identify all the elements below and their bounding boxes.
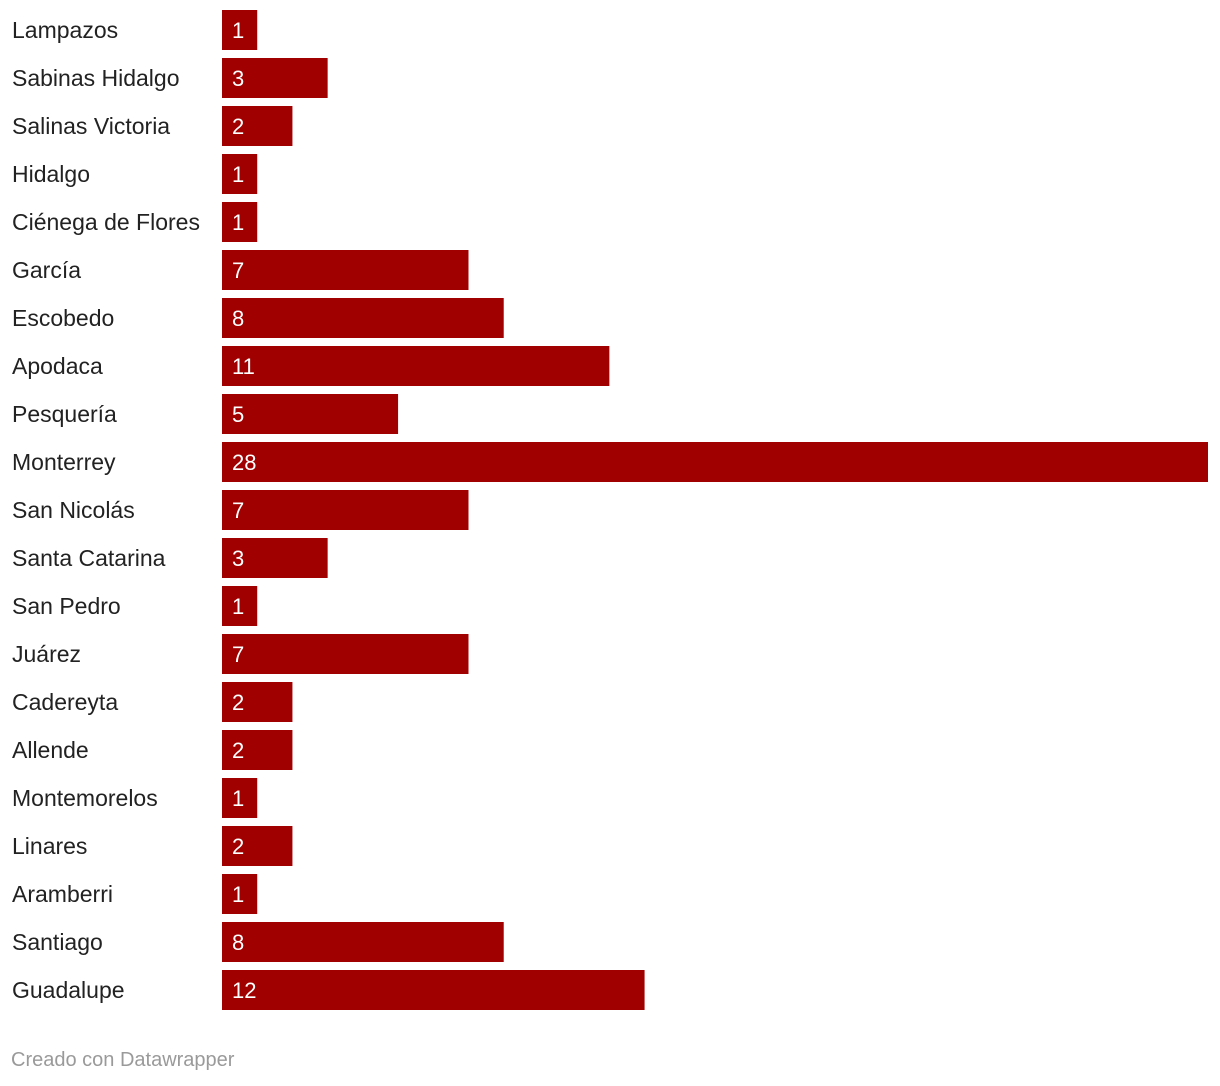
bar — [222, 682, 293, 722]
bar-row: Aramberri 1 — [12, 874, 258, 914]
bar-row: Lampazos 1 — [12, 10, 258, 50]
bar — [222, 106, 293, 146]
category-label: San Nicolás — [12, 497, 135, 523]
bar — [222, 346, 610, 386]
footer-credit: Creado con Datawrapper — [11, 1049, 235, 1071]
category-label: Ciénega de Flores — [12, 209, 200, 235]
bar — [222, 250, 469, 290]
bar — [222, 778, 258, 818]
category-label: Linares — [12, 833, 87, 859]
category-label: Guadalupe — [12, 977, 125, 1003]
category-label: San Pedro — [12, 593, 121, 619]
value-label: 1 — [232, 162, 244, 187]
category-label: Apodaca — [12, 353, 103, 379]
bar — [222, 394, 399, 434]
bar — [222, 490, 469, 530]
category-label: Lampazos — [12, 17, 118, 43]
category-label: Cadereyta — [12, 689, 118, 715]
bar — [222, 970, 645, 1010]
value-label: 1 — [232, 594, 244, 619]
category-label: Montemorelos — [12, 785, 158, 811]
bar-row: Allende 2 — [12, 730, 293, 770]
bar-row: Santiago 8 — [12, 922, 504, 962]
bar-row: Salinas Victoria 2 — [12, 106, 293, 146]
category-label: Sabinas Hidalgo — [12, 65, 180, 91]
bar-row: Guadalupe 12 — [12, 970, 645, 1010]
value-label: 1 — [232, 786, 244, 811]
bar-row: Escobedo 8 — [12, 298, 504, 338]
bar — [222, 442, 1208, 482]
bar-row: Pesquería 5 — [12, 394, 399, 434]
value-label: 11 — [232, 354, 255, 379]
value-label: 7 — [232, 642, 244, 667]
bar-row: Ciénega de Flores 1 — [12, 202, 258, 242]
value-label: 1 — [232, 882, 244, 907]
bar — [222, 58, 328, 98]
value-label: 2 — [232, 114, 244, 139]
bar-row: García 7 — [12, 250, 469, 290]
category-label: Hidalgo — [12, 161, 90, 187]
category-label: Monterrey — [12, 449, 116, 475]
value-label: 2 — [232, 834, 244, 859]
value-label: 1 — [232, 210, 244, 235]
bar — [222, 202, 258, 242]
value-label: 28 — [232, 450, 256, 475]
value-label: 8 — [232, 306, 244, 331]
bar-row: Sabinas Hidalgo 3 — [12, 58, 328, 98]
bar-row: Linares 2 — [12, 826, 293, 866]
bar — [222, 922, 504, 962]
value-label: 1 — [232, 18, 244, 43]
category-label: Salinas Victoria — [12, 113, 170, 139]
category-label: Santiago — [12, 929, 103, 955]
bar-row: Cadereyta 2 — [12, 682, 293, 722]
bar-row: Monterrey 28 — [12, 442, 1208, 482]
value-label: 7 — [232, 498, 244, 523]
value-label: 8 — [232, 930, 244, 955]
bar-row: San Pedro 1 — [12, 586, 258, 626]
category-label: Santa Catarina — [12, 545, 166, 571]
bar-row: San Nicolás 7 — [12, 490, 469, 530]
bar — [222, 538, 328, 578]
bar-row: Hidalgo 1 — [12, 154, 258, 194]
value-label: 2 — [232, 690, 244, 715]
value-label: 12 — [232, 978, 256, 1003]
bar — [222, 154, 258, 194]
category-label: García — [12, 257, 81, 283]
value-label: 3 — [232, 66, 244, 91]
bar — [222, 634, 469, 674]
bar — [222, 298, 504, 338]
value-label: 5 — [232, 402, 244, 427]
category-label: Aramberri — [12, 881, 113, 907]
bar — [222, 826, 293, 866]
bar-row: Juárez 7 — [12, 634, 469, 674]
bar-row: Apodaca 11 — [12, 346, 610, 386]
bar-chart: Lampazos 1 Sabinas Hidalgo 3 Salinas Victori… — [12, 10, 1208, 1010]
bar — [222, 586, 258, 626]
value-label: 3 — [232, 546, 244, 571]
bar — [222, 730, 293, 770]
value-label: 2 — [232, 738, 244, 763]
bar-row: Santa Catarina 3 — [12, 538, 328, 578]
value-label: 7 — [232, 258, 244, 283]
bar — [222, 874, 258, 914]
bar — [222, 10, 258, 50]
category-label: Escobedo — [12, 305, 114, 331]
bar-row: Montemorelos 1 — [12, 778, 258, 818]
category-label: Allende — [12, 737, 89, 763]
category-label: Juárez — [12, 641, 81, 667]
category-label: Pesquería — [12, 401, 117, 427]
